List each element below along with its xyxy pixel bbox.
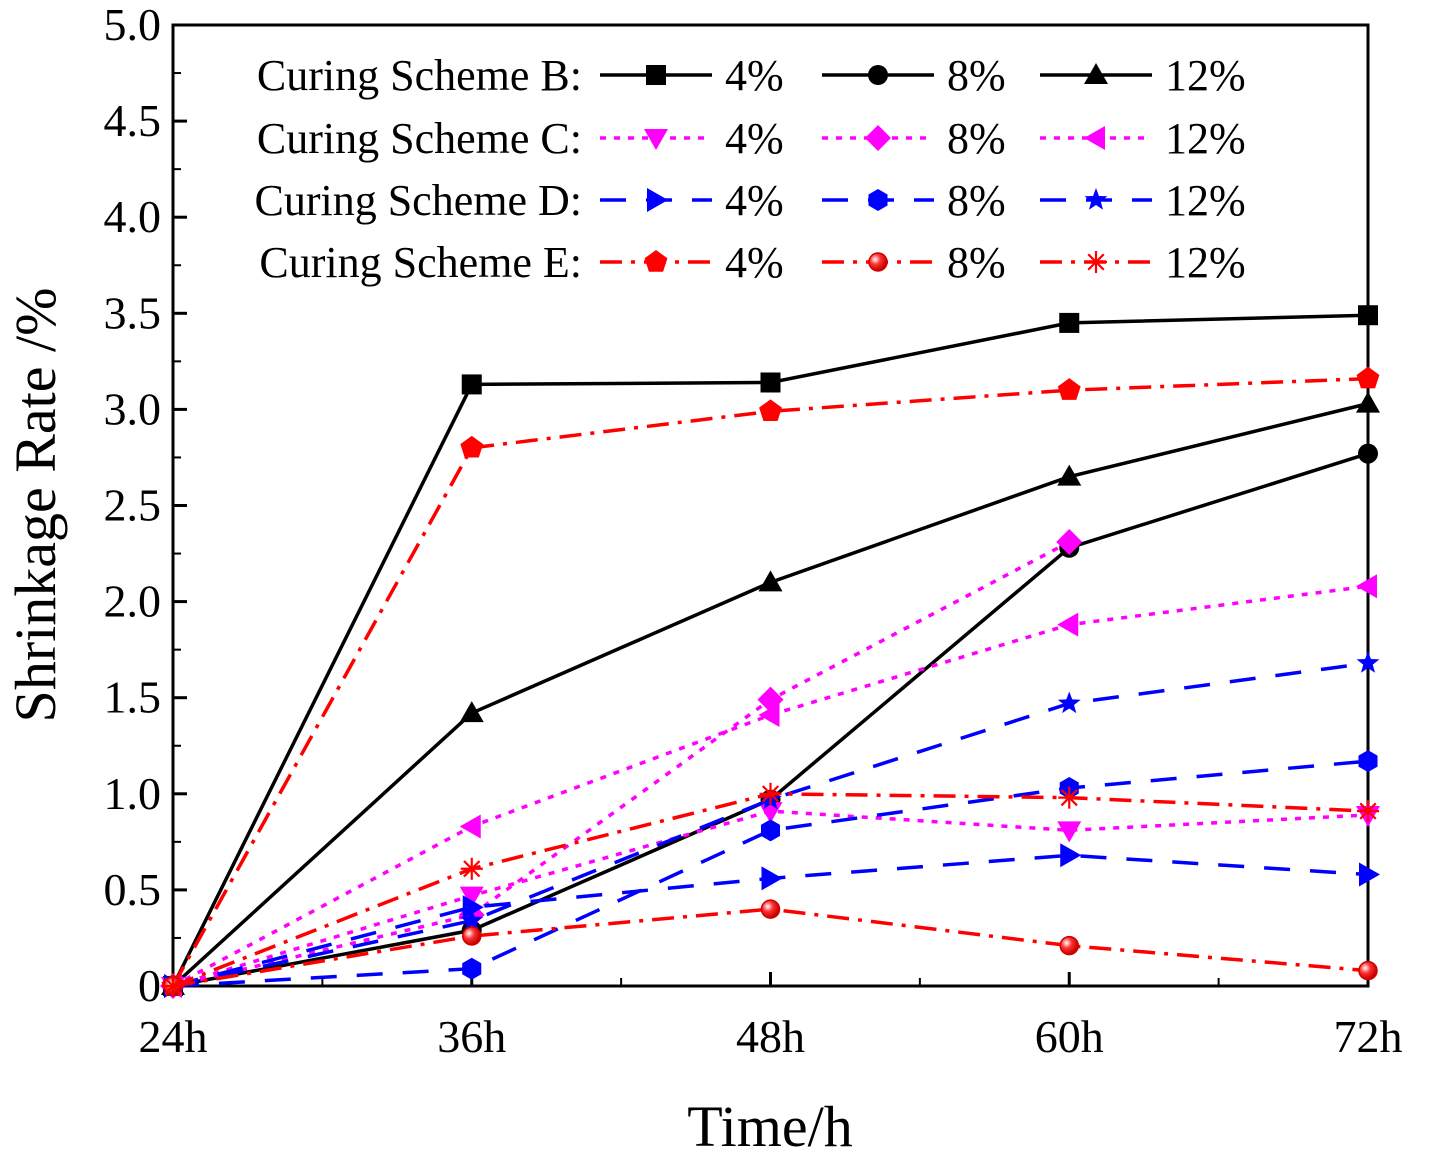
x-tick-label: 60h [1035, 1011, 1104, 1062]
data-point [759, 782, 782, 805]
data-point [1359, 862, 1380, 887]
legend-entry-label: 12% [1165, 238, 1246, 287]
data-point [759, 399, 782, 422]
legend-entry-label: 4% [725, 176, 784, 225]
data-point [760, 819, 781, 842]
legend-entry-label: 12% [1165, 114, 1246, 163]
data-point [1358, 443, 1378, 464]
data-point [1057, 612, 1079, 637]
legend-group-label: Curing Scheme C: [257, 114, 582, 163]
y-tick-label: 3.5 [104, 287, 162, 338]
data-point [459, 814, 481, 839]
data-point [1058, 786, 1081, 809]
y-tick-label: 5.0 [104, 0, 162, 50]
data-point [1356, 366, 1380, 389]
legend-entry-label: 8% [947, 238, 1006, 287]
legend-marker [868, 65, 888, 85]
data-point [460, 857, 483, 880]
series-layer [160, 305, 1380, 999]
series-C-12pct [161, 574, 1377, 998]
x-tick-label: 24h [139, 1011, 208, 1062]
series-E-12pct [162, 782, 1379, 997]
series-line [172, 584, 1369, 988]
legend-entry-label: 8% [947, 114, 1006, 163]
legend-marker [868, 252, 888, 272]
x-tick-label: 72h [1334, 1011, 1403, 1062]
data-point [1060, 843, 1082, 868]
legend: Curing Scheme B: 4% 8% 12% Curing Scheme C: 4… [254, 51, 1245, 287]
legend-marker [1085, 251, 1107, 273]
data-point [1059, 935, 1079, 956]
legend-entry-label: 4% [725, 238, 784, 287]
series-E-4pct [161, 366, 1380, 996]
y-tick-label: 2.5 [104, 480, 162, 531]
legend-entry-label: 4% [725, 51, 784, 100]
data-point [1358, 960, 1378, 981]
legend-marker [647, 188, 668, 212]
legend-group-label: Curing Scheme E: [259, 238, 582, 287]
y-tick-label: 4.5 [104, 95, 162, 146]
legend-entry-label: 12% [1165, 176, 1246, 225]
series-line [172, 661, 1369, 988]
data-point [1356, 391, 1380, 413]
legend-marker [868, 189, 888, 211]
legend-entry-label: 8% [947, 51, 1006, 100]
data-point [1057, 691, 1081, 714]
data-point [1356, 651, 1380, 673]
data-point [761, 866, 783, 891]
data-point [462, 957, 482, 980]
legend-marker [646, 65, 666, 85]
data-point [461, 374, 482, 395]
plot-frame [171, 23, 1370, 988]
x-axis-title: Time/h [687, 1094, 852, 1159]
data-point [1056, 529, 1083, 556]
x-tick-label: 48h [736, 1011, 805, 1062]
data-point [1059, 312, 1080, 333]
y-tick-label: 2.0 [104, 576, 162, 627]
data-point [1358, 750, 1378, 773]
series-line [172, 759, 1369, 988]
y-tick-label: 0 [138, 960, 161, 1011]
legend-marker [644, 250, 668, 272]
data-point [1057, 378, 1081, 400]
legend-entry-label: 12% [1165, 51, 1246, 100]
y-axis-title: Shrinkage Rate /% [3, 288, 68, 723]
legend-group-label: Curing Scheme D: [254, 176, 582, 225]
data-point [1357, 800, 1379, 823]
data-point [760, 372, 781, 393]
legend-marker [1084, 188, 1108, 210]
legend-marker [1084, 63, 1108, 84]
y-tick-label: 3.0 [104, 383, 162, 434]
data-point [758, 570, 783, 592]
legend-marker [865, 125, 891, 151]
y-tick-label: 1.5 [104, 672, 162, 723]
legend-entry-label: 8% [947, 176, 1006, 225]
data-point [162, 975, 184, 997]
data-point [1358, 305, 1378, 326]
data-point [459, 886, 484, 908]
series-line [172, 540, 1071, 988]
series-C-8pct [160, 529, 1083, 999]
series-line [171, 376, 1369, 987]
data-point [462, 926, 482, 946]
legend-marker [644, 129, 668, 150]
data-point [758, 702, 780, 727]
data-point [462, 895, 484, 920]
data-point [460, 435, 484, 458]
y-tick-label: 0.5 [104, 864, 162, 915]
x-tick-label: 36h [437, 1011, 506, 1062]
legend-group-label: Curing Scheme B: [257, 51, 582, 100]
legend-entry-label: 4% [725, 114, 784, 163]
data-point [459, 701, 484, 723]
data-point [760, 899, 781, 919]
y-tick-label: 1.0 [104, 768, 162, 819]
legend-marker [1084, 126, 1105, 150]
data-point [1356, 574, 1377, 599]
data-point [1057, 464, 1082, 486]
data-point [1057, 821, 1082, 843]
axes-layer: 0 0.5 1.0 1.5 2.0 2.5 3.0 3.5 4.0 4.5 5.0 24h 36h 48h… [104, 0, 1403, 1062]
data-point [460, 908, 484, 931]
y-tick-label: 4.0 [104, 191, 162, 242]
